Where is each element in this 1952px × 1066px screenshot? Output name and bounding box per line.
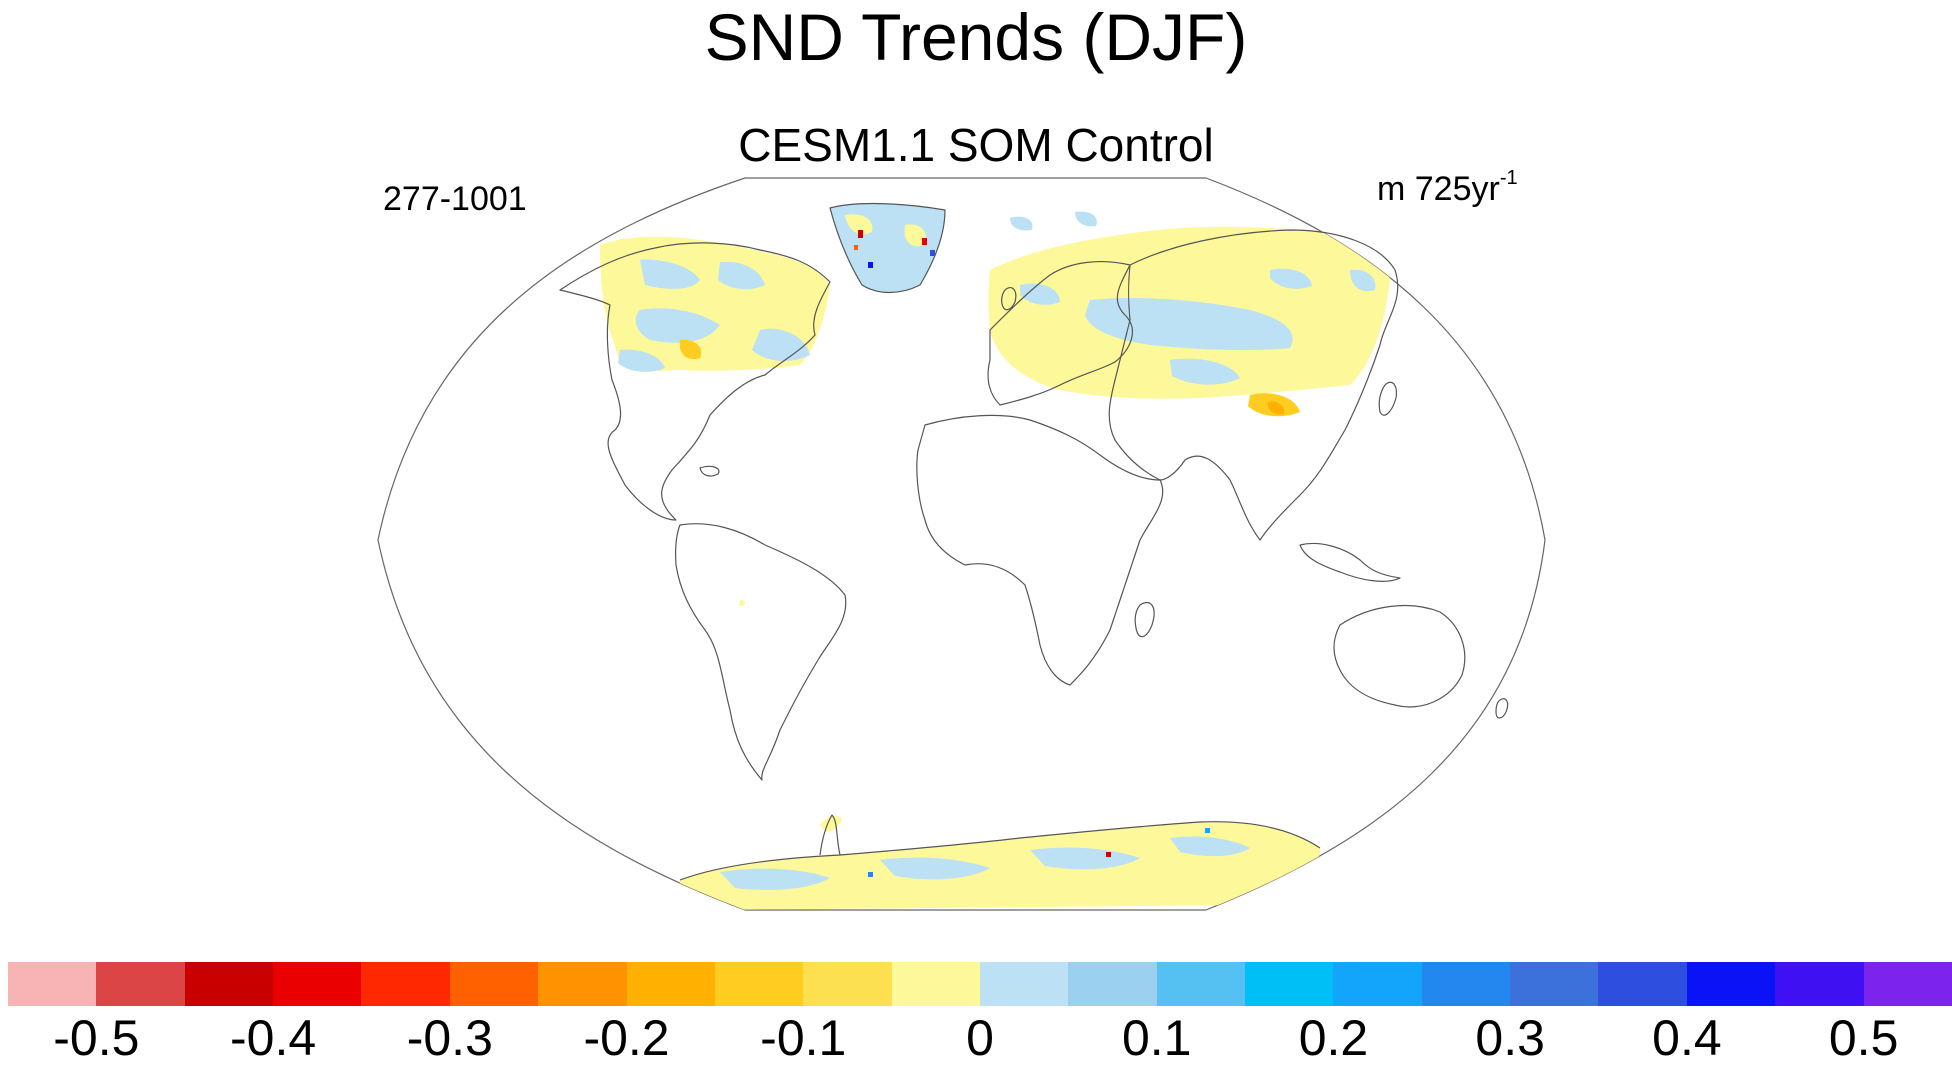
misc-shading	[739, 211, 1097, 606]
greenland-shading	[830, 203, 945, 293]
colorbar-tick-label: 0.1	[1121, 1010, 1192, 1066]
colorbar-tick-label: 0.5	[1828, 1010, 1899, 1066]
colorbar-tick-label: 0.2	[1298, 1010, 1369, 1066]
antarctica-shading	[679, 815, 1320, 910]
colorbar-tick-label: -0.1	[760, 1010, 847, 1066]
colorbar-tick-label: 0.4	[1652, 1010, 1722, 1066]
antarctica-coast	[679, 821, 1321, 881]
colorbar-box	[1598, 962, 1687, 1006]
colorbar-box	[626, 962, 715, 1006]
caribbean-coast	[699, 465, 720, 477]
colorbar-box	[184, 962, 274, 1006]
colorbar-box	[1245, 962, 1334, 1006]
greenland-coast	[829, 202, 946, 294]
colorbar-box	[1421, 962, 1511, 1006]
period-label: 277-1001	[383, 180, 527, 218]
units-label: m 725yr-1	[1377, 167, 1518, 208]
colorbar	[8, 962, 1952, 1006]
colorbar-box	[538, 962, 627, 1006]
colorbar-box	[1863, 962, 1952, 1006]
colorbar-box	[891, 962, 980, 1006]
colorbar-box	[1068, 962, 1157, 1006]
asia-coast	[1108, 229, 1399, 541]
japan-coast	[1378, 381, 1397, 416]
colorbar-box	[273, 962, 362, 1006]
south-america-coast	[675, 523, 847, 781]
colorbar-tick-label: 0.3	[1475, 1010, 1545, 1066]
colorbar-box	[449, 962, 539, 1006]
colorbar-box	[361, 962, 450, 1006]
colorbar-box	[1156, 962, 1246, 1006]
colorbar-box	[96, 962, 185, 1006]
colorbar-tick-label: -0.4	[229, 1010, 317, 1066]
colorbar-box	[1333, 962, 1422, 1006]
new-zealand-coast	[1495, 698, 1509, 719]
north-america-coast	[559, 242, 831, 521]
map-title: SND Trends (DJF)	[704, 0, 1248, 74]
indonesia-coast	[1299, 542, 1401, 582]
colorbar-tick-label: -0.2	[583, 1010, 670, 1066]
coastlines	[559, 202, 1509, 881]
colorbar-tick-label: -0.3	[406, 1010, 493, 1066]
world-map	[377, 177, 1546, 911]
colorbar-box	[1510, 962, 1599, 1006]
map-subtitle: CESM1.1 SOM Control	[738, 119, 1214, 171]
colorbar-tick-label: -0.5	[53, 1010, 140, 1066]
colorbar-box	[979, 962, 1069, 1006]
uk-coast	[1001, 287, 1017, 311]
colorbar-tick-label: 0	[966, 1010, 994, 1066]
australia-coast	[1333, 604, 1466, 708]
colorbar-box	[1775, 962, 1864, 1006]
eurasia-shading	[988, 226, 1390, 417]
madagascar-coast	[1134, 601, 1155, 638]
antarctic-peninsula-coast	[819, 814, 841, 856]
colorbar-box	[1686, 962, 1776, 1006]
north-america-shading	[600, 236, 830, 372]
colorbar-box	[714, 962, 804, 1006]
colorbar-box	[803, 962, 892, 1006]
africa-coast	[916, 414, 1164, 686]
colorbar-box	[8, 962, 97, 1006]
europe-coast	[987, 261, 1133, 406]
